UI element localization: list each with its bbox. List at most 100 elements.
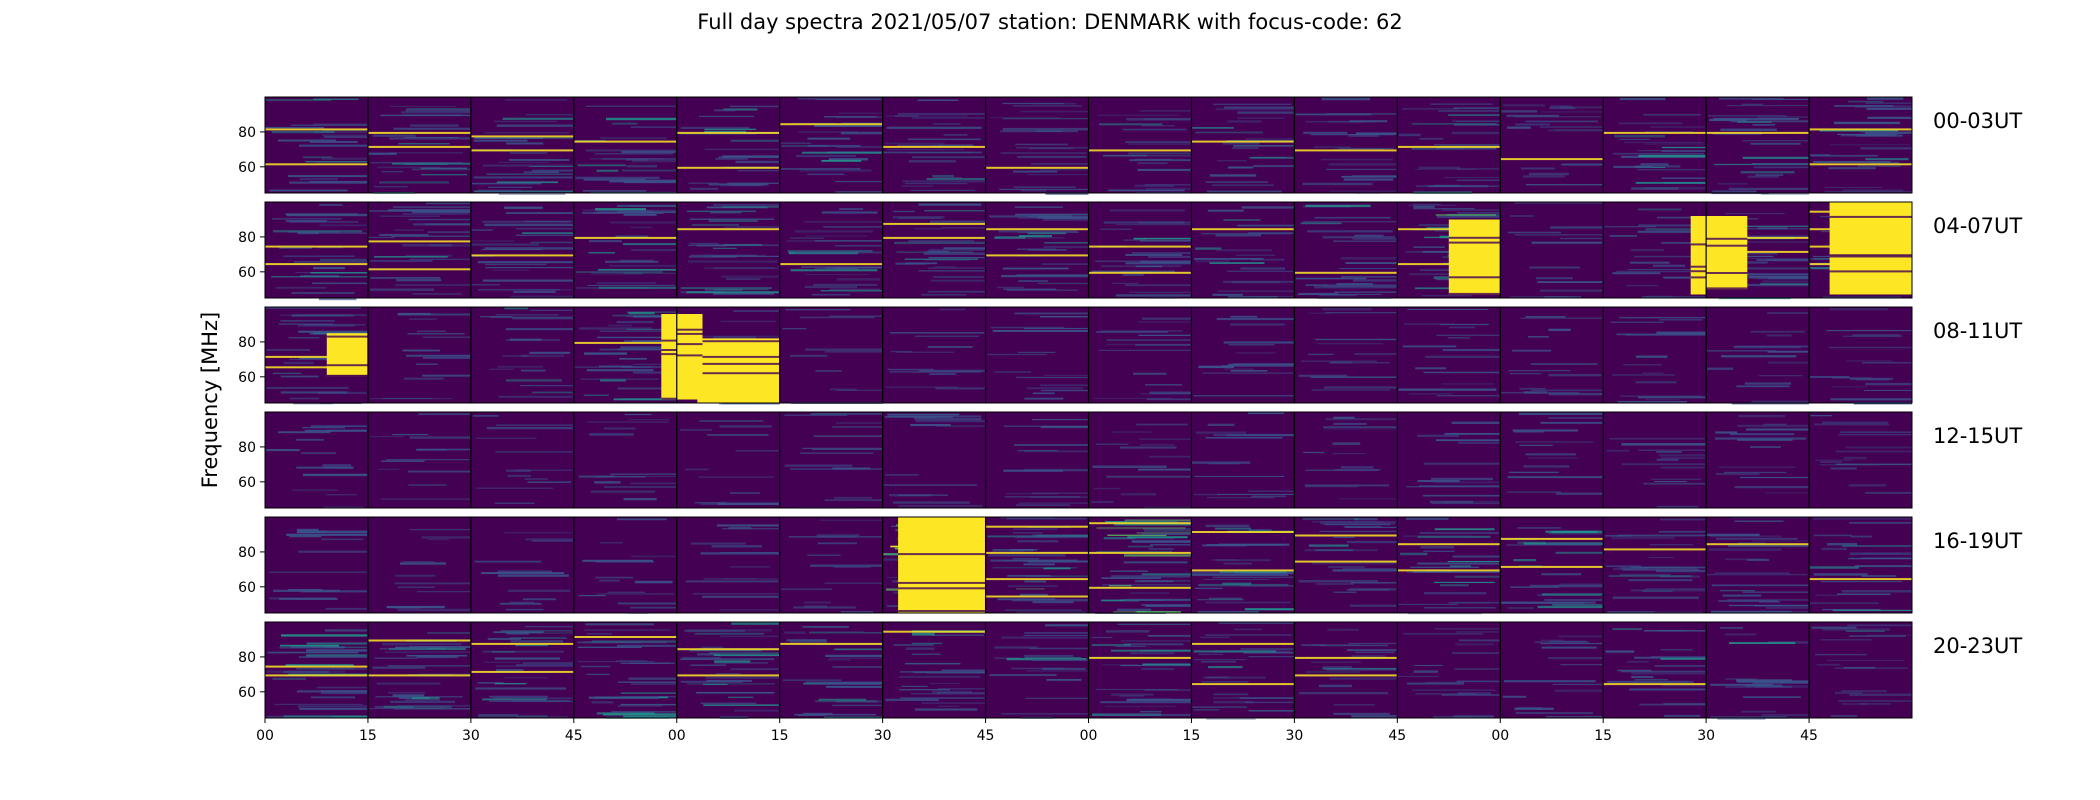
spectral-streak bbox=[1123, 643, 1184, 646]
spectral-streak bbox=[512, 317, 574, 320]
spectral-streak bbox=[1402, 345, 1457, 348]
spectral-streak bbox=[841, 122, 883, 124]
spectral-streak bbox=[628, 312, 655, 315]
spectral-streak bbox=[1741, 710, 1776, 713]
spectral-streak bbox=[306, 654, 368, 657]
spectral-streak bbox=[1031, 419, 1089, 421]
block-gap bbox=[676, 343, 703, 346]
spectral-streak bbox=[1841, 703, 1868, 705]
spectral-streak bbox=[390, 152, 463, 154]
spectral-streak bbox=[532, 391, 574, 394]
spectral-streak bbox=[1843, 666, 1876, 669]
spectral-streak bbox=[1661, 146, 1707, 149]
spectral-streak bbox=[1102, 584, 1192, 586]
spectral-streak bbox=[634, 580, 673, 584]
spectral-streak bbox=[682, 656, 721, 659]
spectral-streak bbox=[1233, 145, 1295, 147]
spectral-streak bbox=[1215, 527, 1251, 530]
spectral-streak bbox=[1216, 317, 1295, 321]
spectral-streak bbox=[713, 292, 774, 295]
spectral-streak bbox=[1513, 431, 1544, 433]
spectral-streak bbox=[1248, 412, 1285, 415]
spectral-streak bbox=[1822, 608, 1881, 611]
emission-line bbox=[367, 145, 471, 148]
spectral-streak bbox=[1713, 117, 1799, 120]
spectral-streak bbox=[1101, 599, 1140, 602]
spectral-streak bbox=[1041, 389, 1089, 392]
spectral-streak bbox=[1755, 174, 1784, 176]
spectral-streak bbox=[1096, 527, 1186, 530]
spectral-streak bbox=[630, 482, 677, 485]
spectral-streak bbox=[1454, 668, 1501, 670]
spectral-streak bbox=[402, 349, 440, 352]
spectral-streak bbox=[591, 701, 614, 704]
spectral-streak bbox=[1813, 573, 1868, 576]
spectral-streak bbox=[730, 139, 780, 142]
spectral-streak bbox=[1835, 463, 1912, 466]
spectral-streak bbox=[1443, 177, 1501, 179]
spectral-streak bbox=[1867, 116, 1912, 119]
spectral-streak bbox=[1303, 451, 1325, 454]
spectral-streak bbox=[266, 449, 300, 452]
spectral-streak bbox=[1120, 493, 1157, 496]
spectral-streak bbox=[1029, 647, 1089, 650]
spectral-streak bbox=[495, 665, 574, 667]
spectral-streak bbox=[894, 115, 919, 117]
spectral-streak bbox=[597, 268, 677, 271]
emission-line bbox=[1191, 531, 1295, 533]
y-tick-label: 60 bbox=[238, 160, 256, 176]
spectral-streak bbox=[689, 187, 719, 190]
spectral-streak bbox=[802, 447, 883, 450]
spectral-streak bbox=[1319, 644, 1389, 647]
spectral-streak bbox=[1031, 658, 1089, 662]
spectral-streak bbox=[1756, 277, 1810, 280]
spectral-streak bbox=[1751, 163, 1810, 165]
spectral-streak bbox=[1124, 554, 1192, 557]
spectral-streak bbox=[780, 142, 812, 144]
emission-line bbox=[367, 639, 471, 642]
spectral-streak bbox=[805, 274, 870, 276]
spectral-streak bbox=[304, 429, 367, 432]
spectral-streak bbox=[1434, 628, 1501, 630]
block-gap bbox=[1829, 255, 1912, 258]
spectral-streak bbox=[623, 715, 677, 718]
spectral-streak bbox=[1725, 212, 1785, 215]
spectral-streak bbox=[699, 420, 764, 422]
block-gap bbox=[1829, 215, 1912, 218]
x-tick-label: 00 bbox=[1080, 728, 1098, 744]
spectral-streak bbox=[1398, 133, 1421, 137]
spectral-streak bbox=[887, 413, 960, 416]
emission-line bbox=[573, 636, 677, 638]
spectral-streak bbox=[382, 643, 462, 646]
spectral-streak bbox=[273, 372, 302, 374]
spectral-streak bbox=[620, 346, 677, 349]
spectral-streak bbox=[1354, 518, 1378, 521]
spectral-streak bbox=[836, 389, 883, 391]
spectral-streak bbox=[800, 452, 874, 454]
emission-line bbox=[1088, 551, 1192, 554]
spectral-streak bbox=[1126, 117, 1192, 120]
spectral-streak bbox=[299, 177, 338, 181]
spectral-streak bbox=[1226, 434, 1295, 437]
spectral-streak bbox=[1830, 715, 1858, 717]
spectral-streak bbox=[392, 434, 429, 436]
spectral-streak bbox=[1032, 534, 1089, 536]
spectral-streak bbox=[720, 320, 776, 323]
spectral-streak bbox=[324, 646, 368, 649]
spectral-streak bbox=[1105, 705, 1177, 707]
spectral-streak bbox=[475, 687, 567, 690]
spectral-streak bbox=[476, 437, 537, 439]
spectral-streak bbox=[510, 640, 563, 643]
row-time-label: 20-23UT bbox=[1933, 634, 2022, 658]
spectral-streak bbox=[395, 284, 471, 286]
spectral-streak bbox=[1720, 283, 1809, 287]
spectral-streak bbox=[1607, 611, 1655, 613]
spectral-streak bbox=[721, 275, 780, 278]
spectral-streak bbox=[275, 286, 327, 289]
spectral-streak bbox=[1102, 664, 1139, 666]
spectral-streak bbox=[1721, 355, 1797, 358]
spectral-streak bbox=[1008, 585, 1058, 587]
spectral-streak bbox=[1660, 466, 1707, 469]
spectral-streak bbox=[1091, 644, 1131, 647]
spectral-streak bbox=[1106, 339, 1192, 342]
